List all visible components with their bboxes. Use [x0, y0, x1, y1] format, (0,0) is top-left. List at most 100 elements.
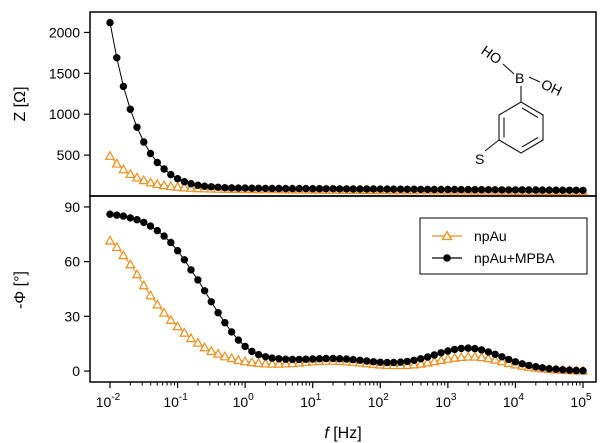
ring-inner-bond-2 — [521, 137, 539, 148]
impedance-point-npau-mpba — [200, 182, 209, 190]
impedance-point-npau-mpba — [173, 175, 182, 183]
impedance-point-npau-mpba — [545, 186, 553, 194]
phase-point-npau — [131, 268, 143, 279]
impedance-point-npau-mpba — [268, 184, 276, 193]
phase-point-npau — [435, 354, 447, 365]
impedance-point-npau-mpba — [126, 105, 134, 114]
phase-point-npau — [206, 345, 217, 355]
impedance-point-npau-mpba — [140, 138, 148, 146]
legend: npAu npAu+MPBA — [419, 217, 588, 275]
impedance-point-npau-mpba — [329, 185, 337, 193]
phase-point-npau — [212, 348, 224, 358]
impedance-point-npau-mpba — [146, 149, 155, 158]
phase-point-npau — [483, 352, 494, 363]
phase-point-npau-mpba — [457, 344, 465, 353]
impedance-point-npau-mpba — [309, 185, 317, 193]
phase-point-npau-mpba — [261, 353, 270, 361]
phase-point-npau-mpba — [572, 366, 580, 375]
phase-point-npau-mpba — [295, 355, 303, 364]
hydroxyl-right-label: OH — [539, 76, 565, 99]
phase-point-npau — [179, 327, 190, 337]
impedance-point-npau-mpba — [363, 185, 371, 193]
phase-point-npau-mpba — [248, 347, 256, 356]
phase-point-npau-mpba — [369, 358, 378, 366]
phase-point-npau — [260, 358, 271, 368]
impedance-point-npau-mpba — [261, 184, 270, 193]
phase-point-npau-mpba — [450, 345, 459, 354]
impedance-point-npau-mpba — [457, 185, 465, 194]
phase-point-npau — [233, 354, 244, 365]
phase-point-npau-mpba — [268, 354, 276, 362]
frequency-tick-label: 105 — [570, 392, 592, 410]
frequency-symbol: f — [324, 425, 330, 442]
benzene-ring — [498, 101, 544, 154]
phase-point-npau — [152, 299, 163, 309]
phase-y-axis-label: -Φ [°] — [12, 271, 29, 309]
impedance-point-npau-mpba — [423, 185, 432, 194]
impedance-point-npau-mpba — [207, 183, 215, 191]
phase-point-npau-mpba — [140, 218, 148, 227]
impedance-point-npau-mpba — [254, 184, 263, 192]
phase-point-npau-mpba — [464, 344, 472, 352]
phase-point-npau-mpba — [221, 319, 229, 327]
phase-point-npau — [422, 357, 433, 367]
impedance-point-npau-mpba — [538, 186, 547, 194]
impedance-point-npau-mpba — [390, 185, 398, 193]
impedance-point-npau-mpba — [417, 185, 425, 194]
impedance-point-npau-mpba — [471, 186, 479, 194]
boron-label: B — [515, 70, 524, 86]
phase-point-npau-mpba — [376, 358, 384, 366]
impedance-point-npau-mpba — [383, 185, 391, 193]
phase-point-npau-mpba — [559, 366, 567, 374]
phase-point-npau-mpba — [511, 358, 520, 366]
impedance-point-npau-mpba — [106, 18, 114, 27]
impedance-point-npau-mpba — [403, 185, 411, 193]
phase-point-npau — [125, 258, 136, 269]
impedance-point-npau-mpba — [559, 186, 567, 194]
frequency-tick-label: 10-1 — [163, 392, 188, 410]
impedance-point-npau-mpba — [180, 178, 189, 186]
impedance-point-npau-mpba — [315, 185, 324, 193]
phase-point-npau-mpba — [234, 336, 243, 344]
impedance-point-npau-mpba — [241, 184, 249, 192]
legend-swatch-npau-marker — [441, 230, 453, 241]
impedance-point-npau-mpba — [505, 186, 513, 194]
impedance-point-npau-mpba — [565, 186, 574, 194]
impedance-point-npau-mpba — [288, 184, 297, 193]
impedance-point-npau-mpba — [349, 185, 357, 193]
phase-point-npau — [476, 351, 487, 362]
impedance-point-npau-mpba — [369, 185, 378, 193]
impedance-point-npau-mpba — [133, 123, 141, 131]
boron-hydroxyl-left-bond — [502, 63, 515, 75]
phase-point-npau-mpba — [403, 357, 411, 366]
impedance-y-tick-label: 1500 — [49, 65, 80, 81]
impedance-point-npau-mpba — [336, 185, 344, 193]
phase-point-npau-mpba — [146, 222, 155, 230]
impedance-point-npau — [152, 178, 163, 189]
impedance-point-npau-mpba — [484, 186, 493, 194]
phase-point-npau — [185, 332, 197, 343]
impedance-point-npau — [145, 176, 156, 187]
impedance-series — [104, 18, 589, 196]
impedance-point-npau-mpba — [356, 185, 364, 193]
impedance-point-npau-mpba — [491, 186, 499, 194]
phase-point-npau — [496, 355, 508, 366]
phase-point-npau — [408, 359, 420, 369]
phase-y-ticks: 0 30 60 90 — [64, 199, 90, 379]
phase-point-npau-mpba — [396, 358, 405, 366]
phase-point-npau-mpba — [491, 350, 499, 358]
frequency-x-axis-label: f [Hz] — [324, 425, 361, 442]
impedance-point-npau-mpba — [227, 184, 236, 192]
impedance-point-npau — [111, 158, 123, 168]
impedance-point-npau-mpba — [498, 186, 506, 194]
impedance-point-npau-mpba — [275, 184, 283, 193]
phase-point-npau-mpba — [342, 355, 351, 363]
impedance-point-npau-mpba — [160, 165, 168, 173]
frequency-tick-label: 100 — [233, 392, 255, 410]
impedance-point-npau — [185, 182, 197, 192]
phase-point-npau-mpba — [322, 354, 330, 363]
phase-point-npau — [273, 358, 285, 368]
impedance-point-npau-mpba — [552, 186, 560, 194]
phase-point-npau — [239, 355, 251, 366]
